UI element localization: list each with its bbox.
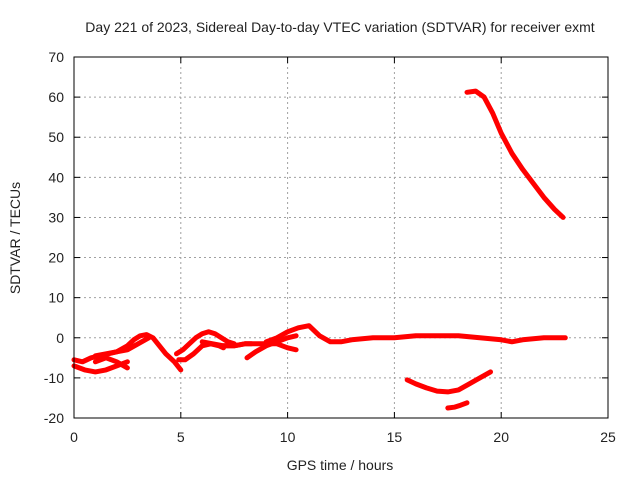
series-trace-6: [174, 329, 237, 357]
series-trace-10: [263, 323, 568, 345]
y-tick-label: -10: [44, 370, 64, 386]
x-tick-label: 15: [387, 429, 403, 445]
y-tick-label: 20: [48, 250, 64, 266]
series-trace-12: [445, 400, 470, 411]
x-tick-label: 10: [280, 429, 296, 445]
series-trace-13: [464, 88, 566, 220]
chart-title: Day 221 of 2023, Sidereal Day-to-day VTE…: [85, 19, 594, 35]
y-tick-label: 60: [48, 89, 64, 105]
x-tick-label: 5: [177, 429, 185, 445]
y-tick-label: 50: [48, 129, 64, 145]
y-tick-label: 70: [48, 49, 64, 65]
plot-frame: [73, 56, 609, 419]
x-axis-label: GPS time / hours: [287, 457, 394, 473]
series-trace-11: [404, 369, 493, 395]
y-tick-label: 10: [48, 290, 64, 306]
x-tick-label: 25: [600, 429, 616, 445]
x-tick-label: 0: [70, 429, 78, 445]
y-tick-label: 0: [56, 330, 64, 346]
y-tick-label: -20: [44, 410, 64, 426]
grid-layer: [74, 57, 608, 418]
series-trace-4: [92, 335, 152, 359]
series-trace-8: [221, 341, 299, 353]
tick-layer: 0 5 10 15 20 25 -20 -10 0 10 20 30 40 50 60 70: [44, 49, 616, 445]
series-trace-3: [92, 355, 130, 371]
y-axis-label: SDTVAR / TECUs: [7, 182, 23, 294]
y-tick-label: 40: [48, 169, 64, 185]
y-tick-label: 30: [48, 209, 64, 225]
series-trace-9: [244, 333, 299, 361]
x-tick-label: 20: [493, 429, 509, 445]
series-layer: [71, 88, 568, 411]
